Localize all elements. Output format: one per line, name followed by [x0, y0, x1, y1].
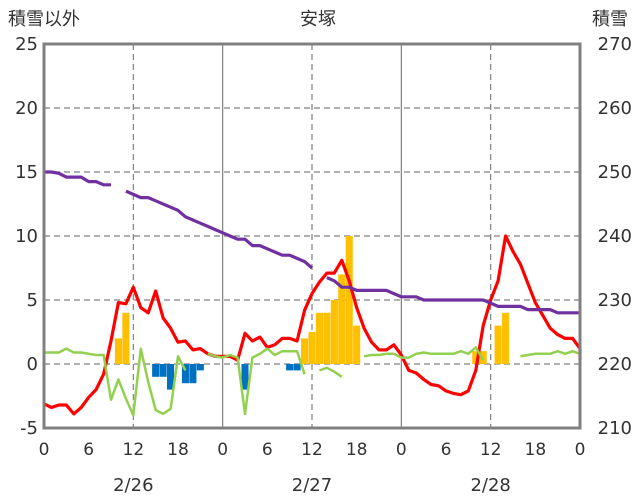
lines-layer [43, 170, 582, 417]
orange-bar [315, 312, 323, 364]
orange-bar [122, 312, 130, 364]
purple-series-line [326, 276, 580, 315]
orange-bar [502, 312, 510, 364]
x-tick-label: 18 [346, 440, 368, 460]
x-tick-label: 6 [262, 440, 273, 460]
right-tick-label: 210 [598, 418, 632, 439]
x-tick-label: 12 [301, 440, 323, 460]
blue-bar [152, 364, 160, 377]
purple-series-line [44, 170, 111, 187]
orange-bar [114, 338, 122, 364]
x-tick-label: 6 [83, 440, 94, 460]
x-tick-label: 0 [217, 440, 228, 460]
blue-bar [241, 364, 249, 390]
day-label: 2/26 [113, 475, 153, 496]
plot-frame [42, 42, 582, 430]
right-tick-label: 270 [598, 34, 632, 55]
x-tick-label: 12 [123, 440, 145, 460]
bars-layer [114, 236, 510, 390]
right-tick-label: 250 [598, 162, 632, 183]
left-tick-label: 20 [15, 98, 38, 119]
x-tick-label: 0 [575, 440, 586, 460]
orange-bar [353, 325, 361, 364]
left-tick-label: 10 [15, 226, 38, 247]
orange-bar [345, 236, 353, 364]
x-tick-label: 18 [167, 440, 189, 460]
left-tick-label: 15 [15, 162, 38, 183]
orange-bar [308, 332, 316, 364]
day-label: 2/27 [292, 475, 332, 496]
green-series-line [44, 347, 187, 417]
right-axis-label: 積雪 [592, 9, 628, 30]
green-series-line [318, 366, 343, 378]
left-tick-label: 0 [27, 354, 38, 375]
green-series-line [363, 346, 485, 361]
blue-bar [167, 364, 175, 390]
orange-bar [323, 312, 331, 364]
right-tick-label: 240 [598, 226, 632, 247]
red-series-line [43, 234, 582, 416]
blue-bar [286, 364, 294, 371]
left-tick-label: 25 [15, 34, 38, 55]
right-tick-label: 260 [598, 98, 632, 119]
blue-bar [189, 364, 197, 384]
green-series-line [520, 349, 582, 358]
blue-bar [181, 364, 189, 384]
right-tick-label: 230 [598, 290, 632, 311]
left-axis-label: 積雪以外 [8, 9, 80, 30]
orange-bar [330, 300, 338, 364]
chart-title: 安塚 [300, 9, 336, 30]
purple-series-line [125, 189, 314, 270]
right-tick-label: 220 [598, 354, 632, 375]
orange-bar [479, 351, 487, 364]
orange-bar [494, 325, 502, 364]
orange-bar [338, 274, 346, 364]
green-series-line [207, 347, 306, 416]
left-tick-label: -5 [20, 418, 38, 439]
blue-bar [293, 364, 301, 371]
grid-layer [44, 44, 580, 428]
day-label: 2/28 [470, 475, 510, 496]
x-tick-label: 6 [441, 440, 452, 460]
blue-bar [159, 364, 167, 377]
orange-bar [301, 338, 309, 364]
x-tick-label: 0 [39, 440, 50, 460]
left-tick-label: 5 [27, 290, 38, 311]
blue-bar [196, 364, 204, 371]
x-tick-label: 0 [396, 440, 407, 460]
orange-bar [472, 351, 480, 364]
x-tick-label: 12 [480, 440, 502, 460]
x-tick-label: 18 [525, 440, 547, 460]
